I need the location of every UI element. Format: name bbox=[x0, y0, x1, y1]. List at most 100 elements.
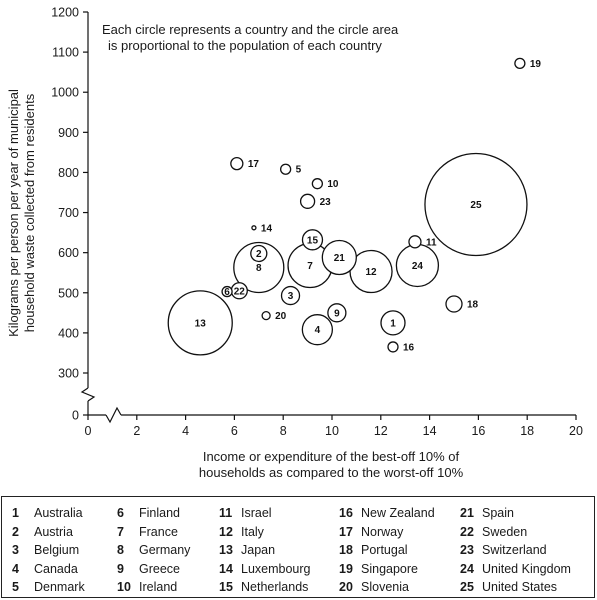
bubble-6 bbox=[221, 285, 233, 298]
bubble-9 bbox=[327, 303, 347, 323]
x-tick-label: 2 bbox=[133, 424, 140, 438]
legend-number: 24 bbox=[460, 561, 474, 576]
legend-number: 19 bbox=[339, 561, 353, 576]
legend-country: United States bbox=[482, 580, 558, 595]
bubble-label-19: 19 bbox=[530, 59, 542, 70]
legend-country: Slovenia bbox=[361, 580, 409, 595]
bubble-label-2: 2 bbox=[256, 249, 262, 260]
chart-bubbles: 25 13 8 7 12 24 21 4 1 15 3 9 2 18 22 23 11 17 5 6 10 16 19 20 1… bbox=[167, 57, 542, 356]
legend-item: 20 Slovenia bbox=[339, 578, 435, 597]
legend-item: 16 New Zealand bbox=[339, 504, 435, 523]
bubble-8 bbox=[233, 241, 285, 294]
legend-item: 14 Luxembourg bbox=[219, 560, 311, 579]
legend-item: 6 Finland bbox=[117, 504, 190, 523]
legend-number: 20 bbox=[339, 580, 353, 595]
legend-column-2: 6 Finland 7 France 8 Germany 9 Greece 10 Irel… bbox=[117, 504, 190, 597]
bubble-17 bbox=[230, 156, 244, 171]
legend-country: Ireland bbox=[139, 580, 178, 595]
x-tick-label: 10 bbox=[325, 424, 339, 438]
legend-number: 11 bbox=[219, 506, 233, 520]
legend-item: 19 Singapore bbox=[339, 560, 435, 579]
bubble-15 bbox=[301, 229, 324, 251]
legend-item: 22 Sweden bbox=[460, 523, 571, 542]
legend-number: 1 bbox=[12, 506, 19, 520]
bubble-12 bbox=[349, 249, 393, 294]
legend-item: 5 Denmark bbox=[12, 578, 85, 597]
bubble-label-5: 5 bbox=[296, 165, 302, 176]
legend-item: 15 Netherlands bbox=[219, 578, 311, 597]
x-tick-label: 6 bbox=[231, 424, 238, 438]
legend-country: Austria bbox=[34, 524, 73, 539]
legend-country: United Kingdom bbox=[482, 561, 571, 576]
bubble-18 bbox=[445, 295, 463, 313]
legend-number: 7 bbox=[117, 524, 124, 539]
bubble-1 bbox=[380, 310, 406, 336]
legend-country: Denmark bbox=[34, 580, 85, 595]
annotation-line-2: is proportional to the population of eac… bbox=[108, 38, 382, 53]
legend-number: 8 bbox=[117, 543, 124, 558]
legend-column-4: 16 New Zealand 17 Norway 18 Portugal 19 Sing… bbox=[339, 504, 435, 597]
bubble-label-3: 3 bbox=[288, 291, 294, 302]
bubble-label-9: 9 bbox=[334, 308, 340, 319]
bubble-20 bbox=[261, 310, 271, 321]
legend-item: 24 United Kingdom bbox=[460, 560, 571, 579]
y-tick-label: 1100 bbox=[52, 46, 79, 60]
legend-country: Italy bbox=[241, 524, 264, 539]
bubble-13 bbox=[167, 290, 233, 356]
legend-item: 23 Switzerland bbox=[460, 541, 571, 560]
legend-country: Norway bbox=[361, 524, 404, 539]
legend-country: Switzerland bbox=[482, 543, 547, 558]
legend-item: 1 Australia bbox=[12, 504, 85, 523]
legend-number: 18 bbox=[339, 543, 353, 558]
bubble-label-20: 20 bbox=[275, 311, 287, 322]
bubble-label-23: 23 bbox=[320, 197, 332, 208]
bubble-label-13: 13 bbox=[195, 318, 207, 329]
bubble-label-14: 14 bbox=[261, 223, 273, 234]
legend-number: 2 bbox=[12, 524, 19, 539]
legend-country: Spain bbox=[482, 506, 514, 520]
chart-axes bbox=[80, 12, 576, 424]
legend-country: Finland bbox=[139, 506, 180, 520]
bubble-10 bbox=[311, 178, 324, 190]
bubble-14 bbox=[251, 225, 257, 231]
bubble-label-8: 8 bbox=[256, 263, 262, 274]
legend-item: 13 Japan bbox=[219, 541, 311, 560]
y-tick-label: 600 bbox=[58, 246, 79, 260]
bubble-label-17: 17 bbox=[248, 159, 260, 170]
bubble-label-7: 7 bbox=[307, 261, 313, 272]
legend-country: Japan bbox=[241, 543, 276, 558]
y-tick-label: 1200 bbox=[51, 6, 79, 20]
legend-country: Portugal bbox=[361, 543, 408, 558]
x-tick-label: 20 bbox=[569, 424, 583, 438]
legend-item: 25 United States bbox=[460, 578, 571, 597]
x-tick-label: 16 bbox=[471, 424, 485, 438]
legend-country: Germany bbox=[139, 543, 191, 558]
x-tick-label: 18 bbox=[520, 424, 534, 438]
x-axis-break bbox=[105, 406, 122, 424]
y-axis-title-line-1: Kilograms per person per year of municip… bbox=[6, 89, 21, 337]
bubble-label-11: 11 bbox=[426, 237, 437, 248]
x-tick-label: 8 bbox=[280, 424, 287, 438]
legend-item: 11 Israel bbox=[219, 504, 311, 523]
legend-item: 17 Norway bbox=[339, 523, 435, 542]
y-tick-label: 700 bbox=[58, 206, 79, 220]
legend-number: 15 bbox=[219, 580, 233, 595]
bubble-label-22: 22 bbox=[234, 286, 246, 297]
legend-number: 10 bbox=[117, 580, 131, 595]
legend-country: Greece bbox=[139, 561, 180, 576]
y-tick-label: 400 bbox=[58, 326, 79, 340]
legend-column-5: 21 Spain 22 Sweden 23 Switzerland 24 United … bbox=[460, 504, 571, 597]
bubble-label-6: 6 bbox=[224, 287, 230, 298]
legend-item: 3 Belgium bbox=[12, 541, 85, 560]
legend-number: 3 bbox=[12, 543, 19, 558]
legend-item: 21 Spain bbox=[460, 504, 571, 523]
legend-country: Singapore bbox=[361, 561, 418, 576]
legend-country: New Zealand bbox=[361, 506, 435, 520]
y-tick-label: 0 bbox=[72, 409, 79, 423]
legend-number: 17 bbox=[339, 524, 353, 539]
legend-country: Australia bbox=[34, 506, 83, 520]
bubble-23 bbox=[299, 193, 316, 209]
legend-country: Canada bbox=[34, 561, 78, 576]
